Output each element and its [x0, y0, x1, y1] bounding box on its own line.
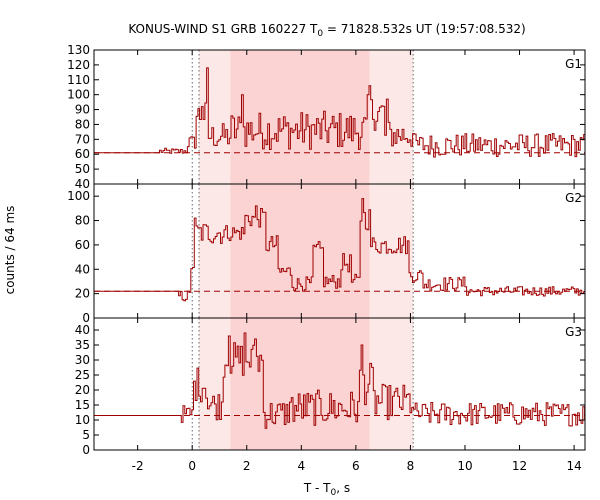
- y-tick-label: 5: [82, 428, 90, 442]
- panel-label-g2: G2: [565, 191, 582, 205]
- y-tick-label: 130: [67, 43, 90, 57]
- y-tick-label: 15: [75, 398, 90, 412]
- y-tick-label: 50: [75, 162, 90, 176]
- light-curve-series-g2: [94, 198, 585, 302]
- y-tick-label: 60: [75, 147, 90, 161]
- y-tick-label: 0: [82, 443, 90, 457]
- y-tick-label: 110: [67, 73, 90, 87]
- x-tick-label: 0: [188, 459, 196, 473]
- y-tick-label: 90: [75, 103, 90, 117]
- y-tick-label: 100: [67, 189, 90, 203]
- panel-frame: [93, 317, 586, 451]
- x-tick-label: 4: [297, 459, 305, 473]
- y-tick-label: 70: [75, 132, 90, 146]
- x-tick-label: 10: [457, 459, 472, 473]
- y-tick-label: 120: [67, 58, 90, 72]
- shaded-interval-1: [230, 50, 370, 184]
- y-tick-label: 40: [75, 177, 90, 191]
- y-tick-label: 0: [82, 311, 90, 325]
- light-curve-series-g3: [94, 332, 586, 429]
- y-tick-label: 30: [75, 353, 90, 367]
- x-axis-label: T - T0, s: [303, 481, 350, 498]
- panel-label-g1: G1: [565, 57, 582, 71]
- panel-label-g3: G3: [565, 325, 582, 339]
- y-tick-label: 80: [75, 214, 90, 228]
- y-tick-label: 80: [75, 117, 90, 131]
- x-tick-label: 6: [352, 459, 360, 473]
- shaded-interval-1: [230, 184, 370, 318]
- y-tick-label: 10: [75, 413, 90, 427]
- shaded-interval-1: [230, 318, 370, 450]
- y-tick-label: 35: [75, 338, 90, 352]
- y-tick-label: 40: [75, 262, 90, 276]
- y-tick-label: 20: [75, 287, 90, 301]
- panel-g2: 0 20 40 60 80 100 G2: [67, 183, 586, 325]
- chart-title: KONUS-WIND S1 GRB 160227 T0 = 71828.532s…: [128, 22, 525, 39]
- y-tick-label: 25: [75, 368, 90, 382]
- x-tick-label: 8: [407, 459, 415, 473]
- x-tick-label: 14: [566, 459, 581, 473]
- light-curve-series-g1: [94, 67, 585, 158]
- y-tick-label: 60: [75, 238, 90, 252]
- x-tick-label: 2: [243, 459, 251, 473]
- x-tick-label: -2: [132, 459, 144, 473]
- y-tick-label: 40: [75, 323, 90, 337]
- y-tick-label: 100: [67, 88, 90, 102]
- x-tick-label: 12: [512, 459, 527, 473]
- y-tick-label: 20: [75, 383, 90, 397]
- y-axis-label: counts / 64 ms: [3, 206, 17, 295]
